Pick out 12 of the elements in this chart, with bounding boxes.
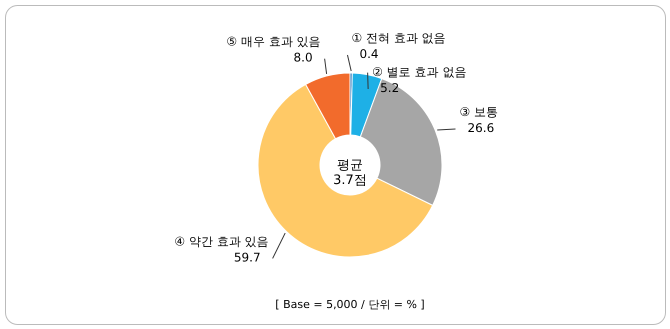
slice-label: ② 별로 효과 없음: [372, 65, 466, 80]
data-label: 5.2: [380, 81, 400, 96]
text: 평균 3.7점: [333, 158, 367, 188]
text: [ Base = 5,000 / 단위 = % ]: [275, 298, 425, 311]
slice-label: ① 전혀 효과 없음: [351, 31, 446, 46]
slice-label: ④ 약간 효과 있음: [174, 234, 269, 248]
data-label: 8.0: [294, 50, 313, 65]
data-label: 0.4: [359, 47, 379, 62]
data-label: 59.7: [234, 250, 261, 264]
slice-label: ③ 보통: [459, 105, 498, 120]
slice-label: ⑤ 매우 효과 있음: [226, 34, 321, 49]
data-label: 26.6: [467, 121, 494, 136]
